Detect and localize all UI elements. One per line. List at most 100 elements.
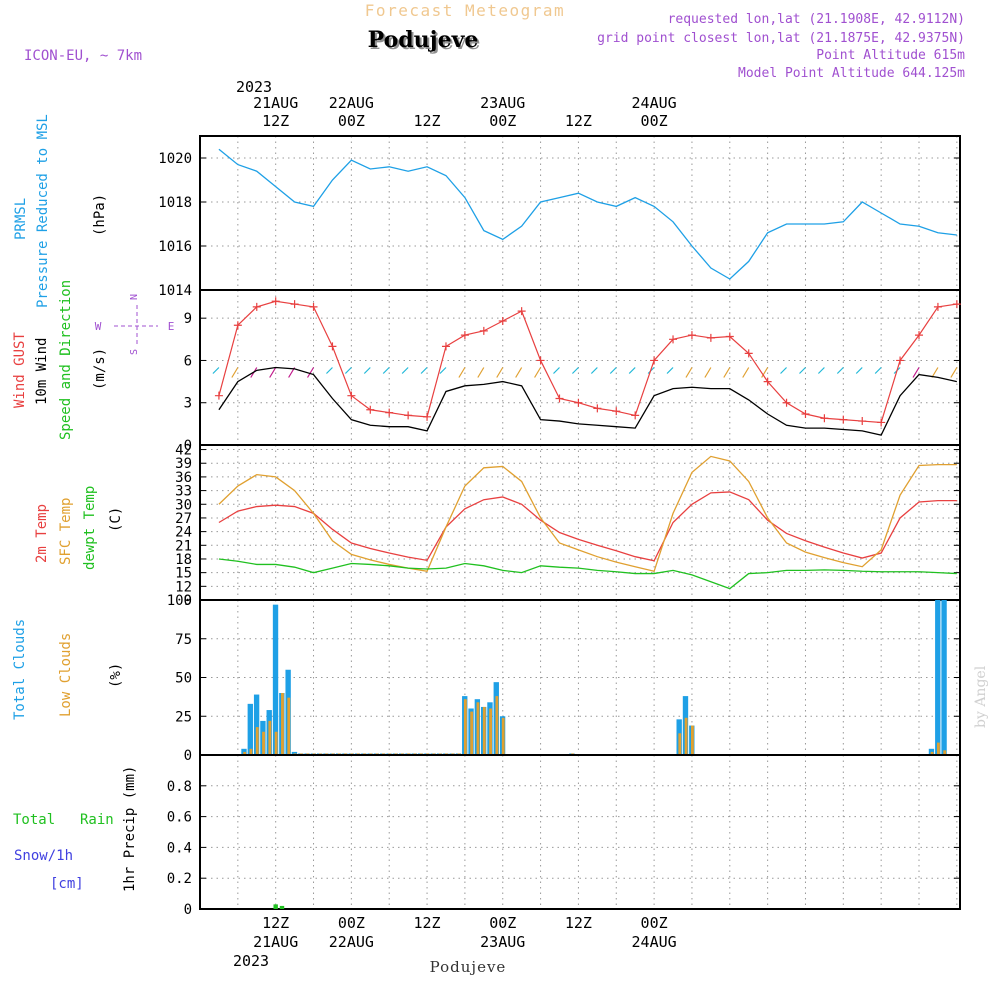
y-tick-label: 39 [175,456,192,472]
low-clouds-bar [495,696,499,755]
wind-direction-arrow [609,367,617,374]
temp-panel-labels: 2m Temp SFC Temp dewpt Temp (C) [34,486,124,570]
chart-title: Forecast Meteogram [365,1,565,20]
wind-gust-marker [404,411,413,420]
wind-direction-arrow [836,367,844,374]
wind-gust-line [218,300,957,424]
y-tick-label: 1016 [158,239,192,255]
bottom-hour-label: 12Z [262,914,289,932]
wind-direction-arrow [950,367,958,378]
y-tick-label: 12 [175,579,192,595]
wind-gust-marker [233,321,242,330]
watermark: by Angel [973,665,989,728]
model-label: ICON-EU, ~ 7km [24,48,142,64]
wind-direction-arrow [685,367,693,378]
top-hour-label: 12Z [262,112,289,130]
y-tick-label: 9 [184,311,192,327]
grid-point-coords: grid point closest lon,lat (21.1875E, 42… [597,31,965,46]
requested-coords: requested lon,lat (21.1908E, 42.9112N) [668,12,965,27]
low-clouds-bar [489,708,493,755]
bottom-hour-label: 00Z [489,914,516,932]
top-hour-label: 00Z [641,112,668,130]
wind-direction-arrow [761,367,769,378]
top-hour-label: 12Z [414,112,441,130]
wind-direction-arrow [553,367,560,374]
low-clouds-bar [255,727,259,755]
wind-gust-marker [801,410,810,418]
bottom-location-label: Podujeve [430,958,507,976]
wind-gust-marker [706,333,715,342]
y-tick-label: 42 [175,443,192,459]
total-clouds-bar [253,694,260,755]
wind-gust-marker [782,398,791,407]
wind-gust-marker [460,331,469,340]
total-label: Total [13,812,55,828]
precip-panel-labels: Total Rain Snow/1h [cm] 1hr Precip (mm) [13,766,138,892]
precip-unit-label: 1hr Precip (mm) [122,766,138,892]
temp-unit-label: (C) [108,507,124,532]
y-tick-label: 25 [175,709,192,725]
panel-precip: 0 0.2 0.4 0.6 0.8 [167,754,961,918]
wind-gust-label: Wind GUST [12,332,28,408]
wind-gust-marker [347,391,356,400]
top-hour-label: 00Z [489,112,516,130]
wind-gust-marker [423,412,432,421]
wind-gust-marker [479,326,488,335]
wind-direction-arrow [799,367,806,374]
wind-direction-arrow [723,367,731,378]
wind-gust-marker [271,297,280,306]
wind-gust-marker [309,302,318,311]
y-tick-label: 27 [175,511,192,527]
wind-gust-marker [839,415,848,424]
wind-direction-arrow [742,367,750,378]
y-tick-label: 9 [184,593,192,609]
sfc-temp-label: SFC Temp [58,498,74,565]
compass-north: N [129,294,140,300]
low-clouds-bar [930,751,934,755]
low-clouds-bar [268,720,272,755]
low-clouds-bar [936,742,940,755]
y-tick-label: 75 [175,632,192,648]
compass-rose: N S E W [95,294,175,355]
top-date-label: 23AUG [480,94,525,112]
y-tick-label: 0 [184,902,192,918]
y-tick-label: 3 [184,396,192,412]
wind-panel-labels: Wind GUST 10m Wind Speed and Direction (… [12,280,174,440]
wind-direction-arrow [382,367,390,374]
y-tick-label: 0.4 [167,840,192,856]
low-clouds-bar [943,750,947,755]
top-hour-label: 00Z [338,112,365,130]
sfc-temp-line [218,455,957,573]
bottom-hour-label: 00Z [641,914,668,932]
bottom-date-label: 21AUG [253,933,298,951]
snow-unit-label: [cm] [50,876,84,892]
wind-gust-marker [612,407,621,416]
wind-gust-marker [593,404,602,413]
wind-direction-arrow [534,367,542,378]
top-hour-label: 12Z [565,112,592,130]
total-clouds-bar [941,600,947,755]
wind-direction-arrow [874,367,882,374]
y-tick-label: 0 [184,748,192,764]
temp-2m-line [218,491,957,562]
wind-direction-arrow [912,367,920,378]
pressure-unit-label: (hPa) [92,194,108,236]
low-clouds-bar [691,725,694,755]
y-tick-label: 15 [175,566,192,582]
wind-gust-marker [366,405,375,414]
y-tick-label: 1014 [158,283,192,299]
y-tick-label: 0.8 [167,779,192,795]
wind-direction-arrow [420,367,428,374]
wind-gust-marker [555,394,564,403]
wind-direction-arrow [590,367,598,374]
panel-pressure: 1014 1016 1018 1020 [158,135,961,299]
panel-clouds: 0 25 50 75 100 [167,593,961,764]
rain-label: Rain [80,812,114,828]
total-clouds-label: Total Clouds [12,619,28,720]
y-tick-label: 6 [184,353,192,369]
y-tick-label: 100 [167,593,192,609]
